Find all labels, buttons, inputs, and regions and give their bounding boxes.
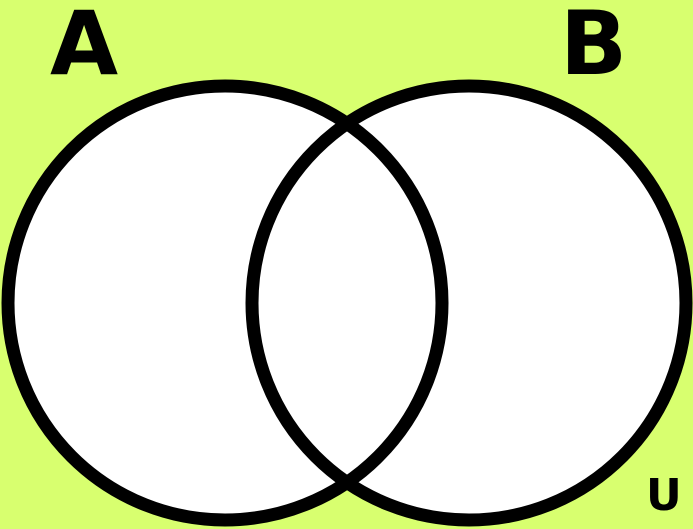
set-a-label: A <box>50 0 119 95</box>
set-b-circle <box>245 79 693 527</box>
set-b-label: B <box>560 0 628 95</box>
set-b-fill <box>252 86 686 520</box>
set-a-circle <box>1 79 449 527</box>
universe-label: U <box>646 470 682 521</box>
